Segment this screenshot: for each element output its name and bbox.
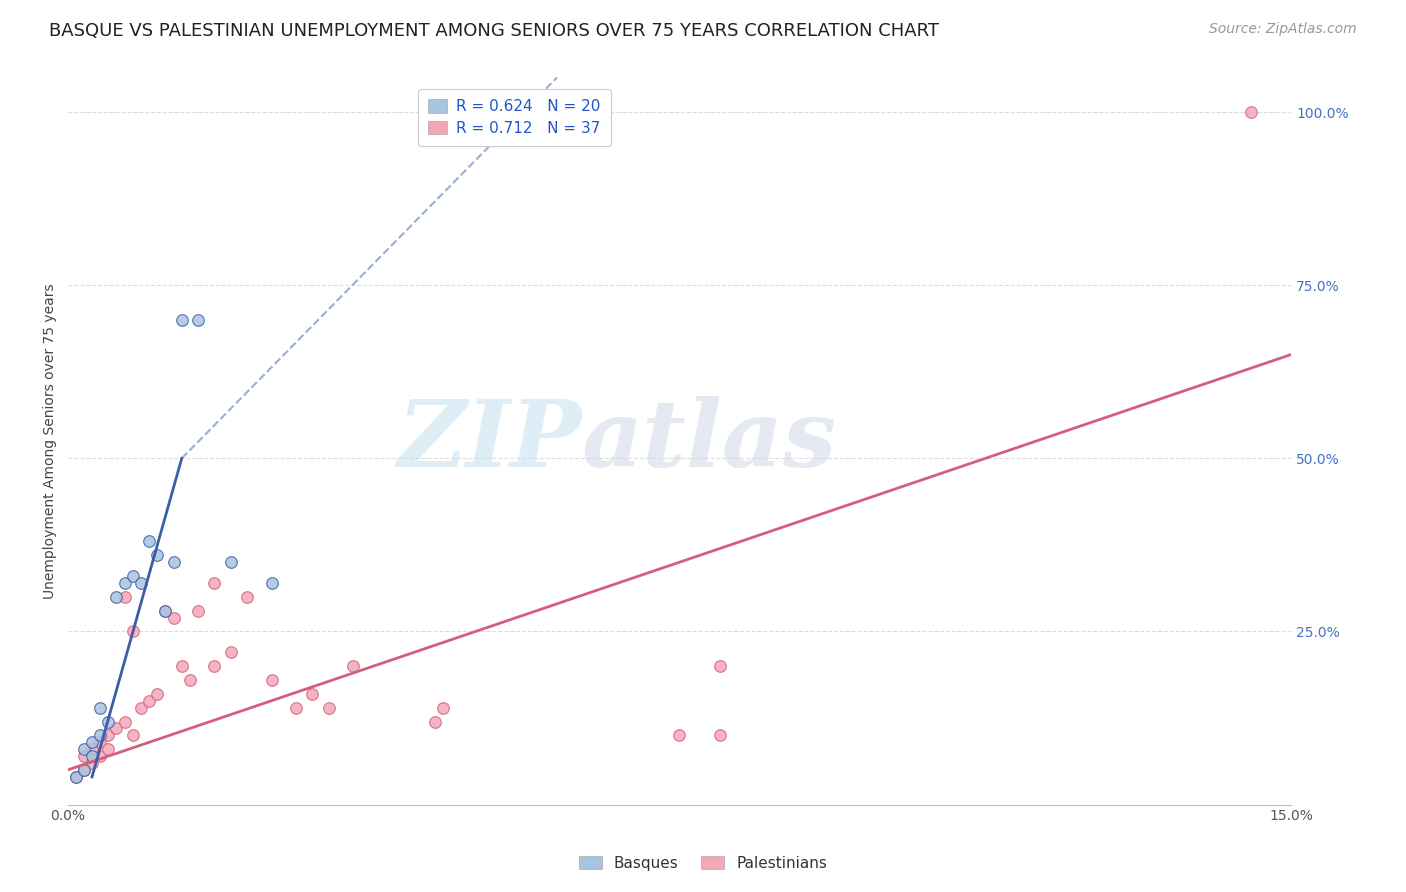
Point — [146, 549, 169, 563]
Point — [73, 763, 96, 777]
Point — [114, 590, 136, 604]
Point — [89, 728, 111, 742]
Text: BASQUE VS PALESTINIAN UNEMPLOYMENT AMONG SENIORS OVER 75 YEARS CORRELATION CHART: BASQUE VS PALESTINIAN UNEMPLOYMENT AMONG… — [49, 22, 939, 40]
Point — [105, 590, 128, 604]
Point — [138, 534, 160, 549]
Point — [121, 624, 143, 639]
Point — [80, 756, 103, 770]
Point — [342, 659, 364, 673]
Point — [301, 687, 323, 701]
Point — [80, 735, 103, 749]
Point — [65, 770, 87, 784]
Point — [187, 604, 209, 618]
Point — [170, 659, 193, 673]
Point — [129, 576, 152, 591]
Point — [129, 700, 152, 714]
Legend: Basques, Palestinians: Basques, Palestinians — [569, 847, 837, 880]
Point — [219, 555, 242, 569]
Point — [121, 728, 143, 742]
Y-axis label: Unemployment Among Seniors over 75 years: Unemployment Among Seniors over 75 years — [44, 284, 58, 599]
Text: ZIP: ZIP — [398, 396, 582, 486]
Point — [89, 700, 111, 714]
Point — [114, 714, 136, 729]
Point — [260, 576, 283, 591]
Point — [155, 604, 177, 618]
Point — [423, 714, 446, 729]
Point — [236, 590, 259, 604]
Point — [73, 749, 96, 764]
Point — [1239, 105, 1261, 120]
Point — [121, 569, 143, 583]
Point — [260, 673, 283, 687]
Text: atlas: atlas — [582, 396, 837, 486]
Point — [202, 576, 225, 591]
Point — [432, 700, 454, 714]
Point — [170, 313, 193, 327]
Point — [146, 687, 169, 701]
Point — [65, 770, 87, 784]
Point — [73, 763, 96, 777]
Point — [73, 742, 96, 756]
Point — [138, 694, 160, 708]
Point — [668, 728, 690, 742]
Point — [114, 576, 136, 591]
Point — [187, 313, 209, 327]
Point — [155, 604, 177, 618]
Point — [89, 749, 111, 764]
Point — [709, 659, 731, 673]
Point — [179, 673, 201, 687]
Point — [202, 659, 225, 673]
Point — [89, 735, 111, 749]
Point — [80, 749, 103, 764]
Point — [318, 700, 340, 714]
Point — [80, 742, 103, 756]
Legend: R = 0.624   N = 20, R = 0.712   N = 37: R = 0.624 N = 20, R = 0.712 N = 37 — [418, 88, 610, 146]
Text: Source: ZipAtlas.com: Source: ZipAtlas.com — [1209, 22, 1357, 37]
Point — [105, 722, 128, 736]
Point — [97, 714, 120, 729]
Point — [97, 742, 120, 756]
Point — [285, 700, 308, 714]
Point — [97, 728, 120, 742]
Point — [219, 645, 242, 659]
Point — [162, 610, 184, 624]
Point — [162, 555, 184, 569]
Point — [709, 728, 731, 742]
